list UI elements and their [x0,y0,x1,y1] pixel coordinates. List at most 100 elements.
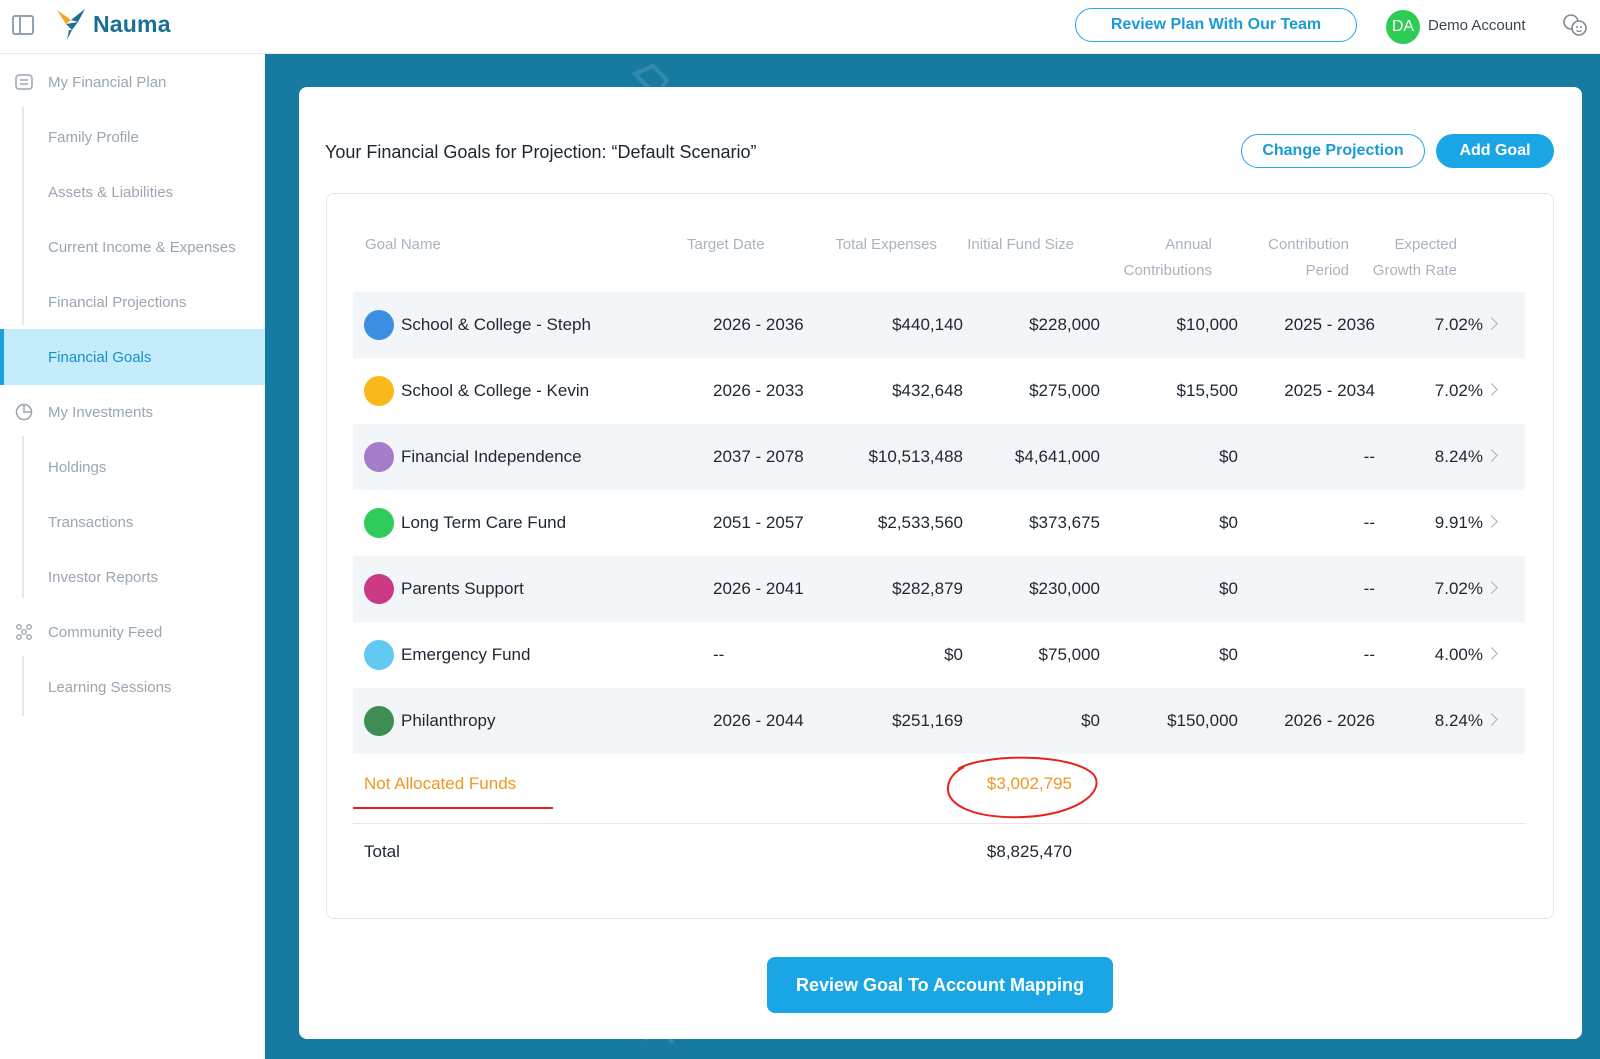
goal-name: Parents Support [401,579,524,598]
sidebar-item-holdings[interactable]: Holdings [0,439,265,495]
sidebar-item-label: Transactions [48,513,134,531]
header-growth-line-1: Expected [1394,236,1457,253]
goal-name: School & College - Kevin [401,381,590,400]
goal-target-date: 2026 - 2036 [713,315,804,334]
goal-total-expenses: $10,513,488 [868,447,963,466]
sidebar-item-label: Learning Sessions [48,678,172,696]
sidebar-item-label: Investor Reports [48,568,159,586]
goal-growth-rate: 8.24% [1434,447,1483,466]
not-allocated-label: Not Allocated Funds [364,774,517,793]
review-mapping-button[interactable]: Review Goal To Account Mapping [767,957,1113,1013]
goal-name: Financial Independence [401,447,582,466]
chevron-right-icon[interactable] [1485,581,1498,594]
chevron-right-icon[interactable] [1485,647,1498,660]
goal-growth-rate: 9.91% [1434,513,1483,532]
not-allocated-value: $3,002,795 [986,774,1072,793]
goal-color-dot [364,574,394,604]
header-initial-fund: Initial Fund Size [967,236,1074,253]
header-goal-name: Goal Name [365,236,441,253]
sidebar-item-financial-goals[interactable]: Financial Goals [0,329,265,385]
change-projection-button[interactable]: Change Projection [1241,134,1425,168]
goal-row[interactable]: Emergency Fund -- $0 $75,000 $0 -- 4.00% [353,622,1525,688]
goal-contribution-period: 2026 - 2026 [1284,711,1375,730]
goal-name: School & College - Steph [401,315,591,334]
goal-color-dot [364,310,394,340]
sidebar-toggle-icon[interactable] [12,15,34,35]
header-period-line-2: Period [1305,262,1349,279]
top-bar: Nauma Review Plan With Our Team DA Demo … [0,0,1600,54]
goal-growth-rate: 7.02% [1434,381,1483,400]
sidebar-item-income-expenses[interactable]: Current Income & Expenses [0,219,265,275]
goal-color-dot [364,442,394,472]
page-title: Your Financial Goals for Projection: “De… [325,142,757,162]
hummingbird-logo-icon[interactable] [54,6,88,42]
sidebar-item-my-financial-plan[interactable]: My Financial Plan [0,54,265,110]
goal-name: Long Term Care Fund [401,513,567,532]
sidebar-item-financial-projections[interactable]: Financial Projections [0,274,265,330]
sidebar-item-family-profile[interactable]: Family Profile [0,109,265,165]
goal-initial-fund: $75,000 [1038,645,1100,664]
sidebar-item-label: Financial Projections [48,293,187,311]
goal-row[interactable]: School & College - Kevin 2026 - 2033 $432,… [353,358,1525,424]
goal-color-dot [364,706,394,736]
goal-color-dot [364,508,394,538]
goal-total-expenses: $251,169 [892,711,963,730]
header-total-expenses: Total Expenses [835,236,937,253]
goal-initial-fund: $4,641,000 [1014,447,1100,466]
goal-target-date: -- [713,645,725,664]
goal-target-date: 2026 - 2044 [713,711,804,730]
sidebar-item-transactions[interactable]: Transactions [0,494,265,550]
goal-contribution-period: -- [1363,579,1375,598]
sidebar-item-my-investments[interactable]: My Investments [0,384,265,440]
chevron-right-icon[interactable] [1485,317,1498,330]
chevron-right-icon[interactable] [1485,713,1498,726]
goal-row[interactable]: Long Term Care Fund 2051 - 2057 $2,533,560… [353,490,1525,556]
header-target-date: Target Date [687,236,765,253]
sidebar-item-label: My Investments [48,403,154,421]
sidebar-item-learning-sessions[interactable]: Learning Sessions [0,659,265,715]
community-icon [16,624,32,640]
goal-color-dot [364,640,394,670]
goal-row[interactable]: Financial Independence 2037 - 2078 $10,513… [353,424,1525,490]
goal-annual-contributions: $10,000 [1176,315,1238,334]
goal-target-date: 2026 - 2041 [713,579,804,598]
goal-annual-contributions: $0 [1219,645,1238,664]
avatar[interactable]: DA [1386,10,1420,44]
header-annual-line-1: Annual [1165,236,1212,253]
chevron-right-icon[interactable] [1485,383,1498,396]
account-name[interactable]: Demo Account [1428,17,1526,34]
goal-annual-contributions: $0 [1219,447,1238,466]
goal-contribution-period: 2025 - 2034 [1284,381,1375,400]
annotation-circle [946,756,1098,819]
chevron-right-icon[interactable] [1485,449,1498,462]
sidebar-item-label: Financial Goals [48,348,152,366]
goal-row[interactable]: Parents Support 2026 - 2041 $282,879 $230,0… [353,556,1525,622]
total-divider [353,823,1525,824]
goal-row[interactable]: Philanthropy 2026 - 2044 $251,169 $0 $150,00… [353,688,1525,754]
total-value: $8,825,470 [986,842,1072,861]
sidebar-item-community-feed[interactable]: Community Feed [0,604,265,660]
plan-list-icon [15,74,33,90]
goals-card: Your Financial Goals for Projection: “De… [299,87,1582,1039]
chevron-right-icon[interactable] [1485,515,1498,528]
sidebar-item-investor-reports[interactable]: Investor Reports [0,549,265,605]
goal-target-date: 2051 - 2057 [713,513,804,532]
goal-row[interactable]: School & College - Steph 2026 - 2036 $440,… [353,292,1525,358]
header-growth-rate: Expected Growth Rate [1347,232,1457,284]
goal-contribution-period: -- [1363,513,1375,532]
sidebar-item-label: My Financial Plan [48,73,167,91]
nav-tree-line [22,436,24,598]
sidebar-item-label: Assets & Liabilities [48,183,174,201]
goal-total-expenses: $2,533,560 [877,513,963,532]
sidebar-item-assets-liabilities[interactable]: Assets & Liabilities [0,164,265,220]
goal-total-expenses: $432,648 [892,381,963,400]
review-plan-button[interactable]: Review Plan With Our Team [1075,8,1357,42]
sidebar-item-label: Family Profile [48,128,139,146]
goal-growth-rate: 7.02% [1434,579,1483,598]
brand-name[interactable]: Nauma [93,11,171,37]
add-goal-button[interactable]: Add Goal [1436,134,1554,168]
goal-growth-rate: 4.00% [1434,645,1483,664]
goal-name: Philanthropy [401,711,496,730]
goal-color-dot [364,376,394,406]
faces-settings-icon[interactable] [1561,11,1589,39]
